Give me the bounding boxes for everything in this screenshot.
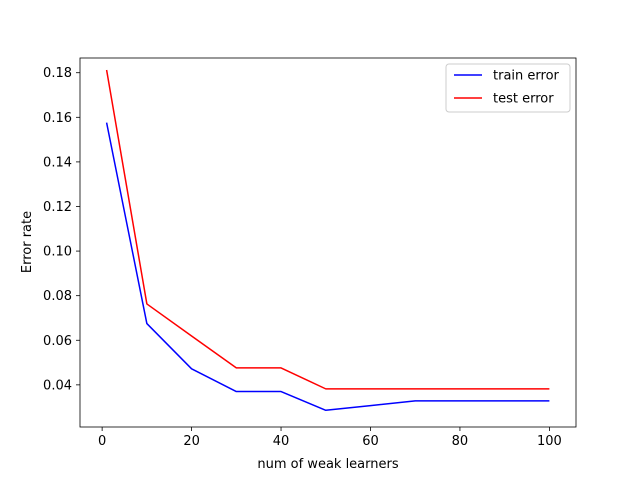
x-tick-label: 40 <box>273 434 290 449</box>
y-tick-label: 0.14 <box>43 155 72 170</box>
x-tick-label: 60 <box>362 434 379 449</box>
y-tick-label: 0.16 <box>43 111 72 126</box>
series-line-test-error <box>105 69 550 390</box>
x-tick-label: 0 <box>98 434 106 449</box>
y-axis-label: Error rate <box>20 211 35 273</box>
series-layer <box>105 69 550 412</box>
y-tick-label: 0.04 <box>43 378 72 393</box>
legend-label: train error <box>493 69 560 84</box>
axes-frame <box>79 57 577 428</box>
legend: train error test error <box>445 63 571 113</box>
y-tick-label: 0.18 <box>43 66 72 81</box>
y-tick-label: 0.08 <box>43 289 72 304</box>
y-tick-label: 0.06 <box>43 334 72 349</box>
legend-label: test error <box>493 92 554 107</box>
axes-layer: 0 20 40 60 80 100 0.04 0.06 0.08 0.10 0.12 0.14 0.16… <box>43 57 577 449</box>
series-line-train-error <box>105 122 550 412</box>
x-tick-label: 80 <box>452 434 469 449</box>
x-axis-label: num of weak learners <box>257 457 398 472</box>
y-tick-label: 0.12 <box>43 200 72 215</box>
y-tick-label: 0.10 <box>43 245 72 260</box>
x-tick-label: 100 <box>537 434 562 449</box>
legend-box <box>445 63 571 113</box>
x-tick-label: 20 <box>183 434 200 449</box>
